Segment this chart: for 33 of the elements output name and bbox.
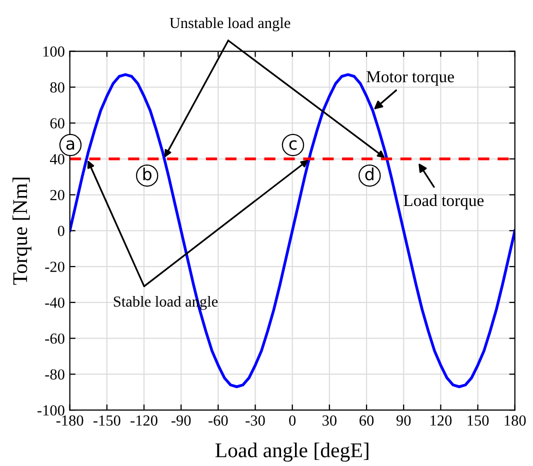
x-tick-label: 180 <box>504 415 526 426</box>
y-tick-label: -40 <box>45 298 64 308</box>
annotation: a <box>66 140 74 150</box>
x-tick-label: 120 <box>430 415 452 426</box>
y-tick-label: 20 <box>50 190 64 200</box>
ref-line-label: Load torque <box>404 194 484 210</box>
x-tick-label: -60 <box>208 415 228 426</box>
x-tick-label: 30 <box>322 415 336 426</box>
series-label: Motor torque <box>366 71 454 86</box>
y-tick-label: -20 <box>45 262 64 272</box>
x-tick-label: 90 <box>396 415 411 426</box>
annotation: Unstable load angle <box>170 17 290 32</box>
y-tick-label: 100 <box>43 46 64 57</box>
x-tick-label: -30 <box>246 415 265 426</box>
x-tick-label: -180 <box>56 415 84 426</box>
x-tick-label: 150 <box>468 415 489 426</box>
annotation: d <box>365 168 374 180</box>
y-tick-label: -60 <box>45 333 64 344</box>
y-tick-label: 60 <box>50 118 64 128</box>
y-tick-label: 0 <box>58 226 64 236</box>
x-tick-label: -150 <box>93 415 120 426</box>
y-tick-label: -80 <box>45 369 64 380</box>
x-tick-label: 60 <box>360 415 374 426</box>
annotation: b <box>143 168 152 180</box>
annotation: c <box>289 140 297 150</box>
x-tick-label: -90 <box>171 415 191 426</box>
x-tick-label: 0 <box>289 415 296 426</box>
y-tick-label: 40 <box>50 154 64 164</box>
y-axis-title: Torque [Nm] <box>12 178 32 285</box>
x-tick-label: -120 <box>130 415 158 426</box>
y-tick-label: -100 <box>38 405 64 416</box>
y-tick-label: 80 <box>50 82 64 93</box>
x-axis-title: Load angle [degE] <box>215 442 368 462</box>
